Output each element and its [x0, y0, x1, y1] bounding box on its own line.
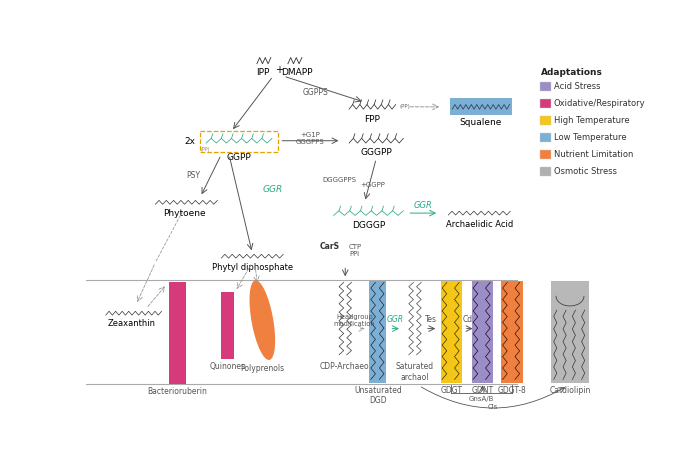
Bar: [540, 133, 551, 142]
Bar: [471, 281, 493, 383]
Text: Phytyl diphosphate: Phytyl diphosphate: [212, 263, 292, 272]
Text: CarS: CarS: [320, 242, 340, 251]
Bar: [221, 291, 234, 360]
Text: GDNT: GDNT: [471, 385, 493, 395]
Text: Low Temperature: Low Temperature: [553, 133, 626, 142]
Text: CDP-Archaeol: CDP-Archaeol: [319, 362, 371, 371]
Text: CTP: CTP: [349, 243, 362, 250]
Text: (PP): (PP): [399, 104, 410, 109]
Bar: [540, 116, 551, 125]
Text: Saturated
archaol: Saturated archaol: [396, 362, 434, 382]
Text: Cls: Cls: [488, 404, 499, 410]
Bar: [551, 281, 589, 383]
Bar: [540, 150, 551, 159]
Bar: [540, 82, 551, 91]
Text: High Temperature: High Temperature: [553, 116, 630, 125]
Text: DGGGP: DGGGP: [352, 221, 385, 230]
Bar: [540, 167, 551, 176]
Bar: [369, 281, 386, 383]
Text: Polyprenols: Polyprenols: [240, 364, 284, 373]
Text: GGR: GGR: [413, 202, 432, 211]
Text: Phytoene: Phytoene: [164, 209, 206, 218]
Text: +: +: [275, 65, 284, 75]
Text: Bacterioruberin: Bacterioruberin: [147, 387, 207, 396]
Text: Zeaxanthin: Zeaxanthin: [108, 319, 156, 328]
Text: Tes: Tes: [425, 316, 437, 325]
Text: Cardiolipin: Cardiolipin: [549, 385, 590, 395]
Text: (PP): (PP): [200, 147, 210, 152]
Bar: [200, 132, 278, 152]
Text: +G1P: +G1P: [301, 132, 321, 138]
Text: PPi: PPi: [349, 251, 359, 257]
Text: Archaelidic Acid: Archaelidic Acid: [446, 220, 513, 229]
Text: Headgroup
modification: Headgroup modification: [334, 314, 375, 326]
Text: FPP: FPP: [364, 114, 380, 123]
Text: Adaptations: Adaptations: [541, 69, 603, 77]
Text: GGGPP: GGGPP: [360, 148, 392, 158]
Text: Oxidative/Respiratory: Oxidative/Respiratory: [553, 99, 645, 108]
Text: IPP: IPP: [256, 69, 269, 77]
Text: +GGPP: +GGPP: [360, 182, 385, 188]
Text: DMAPP: DMAPP: [281, 69, 312, 77]
Bar: [450, 99, 512, 115]
Bar: [540, 99, 551, 109]
Text: GGR: GGR: [387, 316, 404, 325]
Text: Squalene: Squalene: [460, 118, 502, 127]
Text: Acid Stress: Acid Stress: [553, 82, 600, 91]
Text: 2x: 2x: [184, 137, 195, 146]
Text: Quinones: Quinones: [210, 362, 245, 371]
Text: PSY: PSY: [186, 171, 200, 180]
Text: GDGT-8: GDGT-8: [497, 385, 526, 395]
Text: GnsA/B: GnsA/B: [469, 396, 495, 402]
Bar: [440, 281, 462, 383]
Text: GGPP: GGPP: [227, 153, 251, 162]
Ellipse shape: [249, 280, 275, 360]
Text: Nutrient Limitation: Nutrient Limitation: [553, 150, 633, 159]
Bar: [501, 281, 523, 383]
Text: GGGPPS: GGGPPS: [296, 139, 325, 145]
Text: Osmotic Stress: Osmotic Stress: [553, 167, 616, 176]
Bar: [169, 282, 186, 384]
Text: Cds: Cds: [462, 316, 476, 325]
Text: Unsaturated
DGD: Unsaturated DGD: [354, 385, 401, 405]
Text: DGGGPPS: DGGGPPS: [322, 177, 356, 183]
Text: GGR: GGR: [263, 184, 284, 193]
Text: GDGT: GDGT: [440, 385, 462, 395]
Text: GGPPS: GGPPS: [303, 88, 329, 97]
